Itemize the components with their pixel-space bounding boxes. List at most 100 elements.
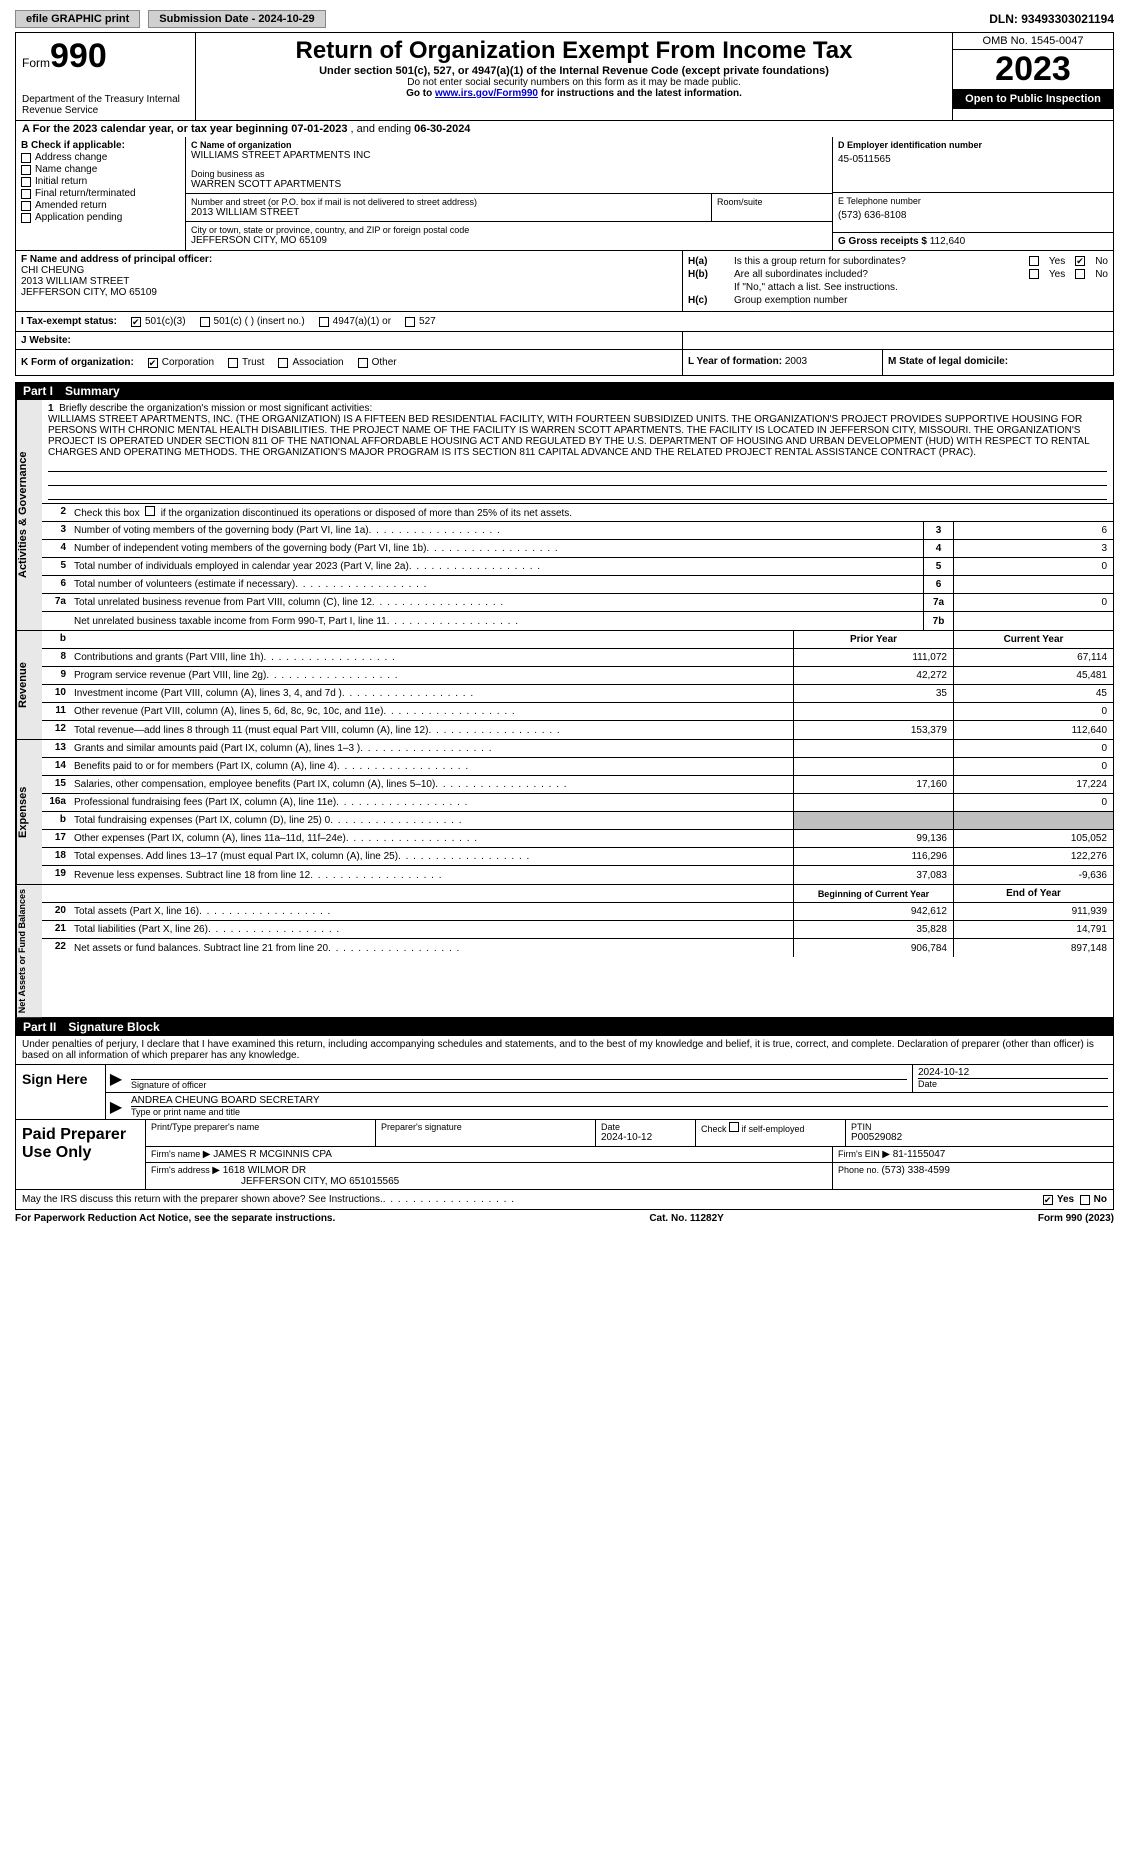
form-header: Form990 Department of the Treasury Inter… bbox=[15, 32, 1114, 121]
line-desc: Grants and similar amounts paid (Part IX… bbox=[72, 740, 793, 757]
cb-other[interactable] bbox=[358, 358, 368, 368]
cb-discontinued[interactable] bbox=[145, 506, 155, 516]
section-bcd: B Check if applicable: Address change Na… bbox=[15, 137, 1114, 251]
hb-yes-cb[interactable] bbox=[1029, 269, 1039, 279]
line-num: 10 bbox=[42, 685, 72, 702]
cb-527[interactable] bbox=[405, 317, 415, 327]
city-state-zip: JEFFERSON CITY, MO 65109 bbox=[191, 235, 827, 246]
current-value: 17,224 bbox=[953, 776, 1113, 793]
sign-here-block: Sign Here ▶ Signature of officer 2024-10… bbox=[15, 1065, 1114, 1120]
sig-date-label: Date bbox=[918, 1078, 1108, 1089]
hb-no-cb[interactable] bbox=[1075, 269, 1085, 279]
firm-addr1: 1618 WILMOR DR bbox=[223, 1165, 306, 1176]
cb-4947[interactable] bbox=[319, 317, 329, 327]
prior-value bbox=[793, 740, 953, 757]
ha-label: H(a) bbox=[688, 256, 728, 267]
cb-name-change[interactable] bbox=[21, 165, 31, 175]
current-value: 112,640 bbox=[953, 721, 1113, 739]
line-desc: Total assets (Part X, line 16) bbox=[72, 903, 793, 920]
sign-here-label: Sign Here bbox=[16, 1065, 106, 1119]
discuss-row: May the IRS discuss this return with the… bbox=[15, 1190, 1114, 1210]
prior-value: 111,072 bbox=[793, 649, 953, 666]
irs-link[interactable]: www.irs.gov/Form990 bbox=[435, 88, 538, 99]
line-desc: Total revenue—add lines 8 through 11 (mu… bbox=[72, 721, 793, 739]
cb-501c[interactable] bbox=[200, 317, 210, 327]
line-num: 9 bbox=[42, 667, 72, 684]
cb-address-change[interactable] bbox=[21, 153, 31, 163]
prior-value bbox=[793, 812, 953, 829]
line-value bbox=[953, 576, 1113, 593]
line-num: 18 bbox=[42, 848, 72, 865]
topbar: efile GRAPHIC print Submission Date - 20… bbox=[15, 10, 1114, 28]
discuss-no-cb[interactable] bbox=[1080, 1195, 1090, 1205]
m-state-label: M State of legal domicile: bbox=[888, 356, 1008, 367]
cb-501c3[interactable] bbox=[131, 317, 141, 327]
cb-self-employed[interactable] bbox=[729, 1122, 739, 1132]
col-h-group: H(a) Is this a group return for subordin… bbox=[683, 251, 1113, 311]
line-desc: Total fundraising expenses (Part IX, col… bbox=[72, 812, 793, 829]
revenue-side-label: Revenue bbox=[16, 631, 42, 739]
officer-name: CHI CHEUNG bbox=[21, 265, 677, 276]
prior-value: 153,379 bbox=[793, 721, 953, 739]
officer-print-name: ANDREA CHEUNG BOARD SECRETARY bbox=[131, 1095, 1108, 1106]
goto-suffix: for instructions and the latest informat… bbox=[538, 88, 742, 99]
current-value: 105,052 bbox=[953, 830, 1113, 847]
line-num: 19 bbox=[42, 866, 72, 884]
ha-no-cb[interactable] bbox=[1075, 256, 1085, 266]
cb-corporation[interactable] bbox=[148, 358, 158, 368]
cb-trust[interactable] bbox=[228, 358, 238, 368]
discuss-yes-cb[interactable] bbox=[1043, 1195, 1053, 1205]
col-d-ein: D Employer identification number 45-0511… bbox=[833, 137, 1113, 250]
ha-yes-cb[interactable] bbox=[1029, 256, 1039, 266]
paid-preparer-block: Paid Preparer Use Only Print/Type prepar… bbox=[15, 1120, 1114, 1190]
officer-label: F Name and address of principal officer: bbox=[21, 254, 677, 265]
current-value: 897,148 bbox=[953, 939, 1113, 957]
cb-amended-return[interactable] bbox=[21, 201, 31, 211]
expenses-side-label: Expenses bbox=[16, 740, 42, 884]
form-title: Return of Organization Exempt From Incom… bbox=[202, 37, 946, 65]
line-desc: Contributions and grants (Part VIII, lin… bbox=[72, 649, 793, 666]
cb-initial-return[interactable] bbox=[21, 177, 31, 187]
tax-year: 2023 bbox=[953, 50, 1113, 89]
l1-num: 1 bbox=[48, 403, 54, 414]
line-desc: Benefits paid to or for members (Part IX… bbox=[72, 758, 793, 775]
firm-name-label: Firm's name bbox=[151, 1149, 203, 1159]
line-desc: Net unrelated business taxable income fr… bbox=[72, 612, 923, 630]
current-value: 122,276 bbox=[953, 848, 1113, 865]
org-name: WILLIAMS STREET APARTMENTS INC bbox=[191, 150, 827, 161]
prep-phone-value: (573) 338-4599 bbox=[882, 1165, 950, 1176]
line-value: 0 bbox=[953, 594, 1113, 611]
j-label: J Website: bbox=[21, 335, 71, 346]
line-desc: Number of voting members of the governin… bbox=[72, 522, 923, 539]
cat-number: Cat. No. 11282Y bbox=[335, 1213, 1038, 1224]
part2-header: Part II Signature Block bbox=[15, 1018, 1114, 1036]
b-header: B Check if applicable: bbox=[21, 140, 180, 151]
receipts-value: 112,640 bbox=[930, 236, 965, 247]
l-year-value: 2003 bbox=[785, 356, 807, 367]
city-label: City or town, state or province, country… bbox=[191, 225, 827, 235]
line-desc: Investment income (Part VIII, column (A)… bbox=[72, 685, 793, 702]
cb-application-pending[interactable] bbox=[21, 213, 31, 223]
arrow-icon: ▶ bbox=[106, 1093, 126, 1119]
ptin-value: P00529082 bbox=[851, 1132, 1108, 1143]
prep-print-label: Print/Type preparer's name bbox=[151, 1122, 370, 1132]
line-desc: Total unrelated business revenue from Pa… bbox=[72, 594, 923, 611]
firm-addr2: JEFFERSON CITY, MO 651015565 bbox=[151, 1176, 827, 1187]
efile-print-button[interactable]: efile GRAPHIC print bbox=[15, 10, 140, 28]
submission-date-label: Submission Date - 2024-10-29 bbox=[148, 10, 325, 28]
expenses-section: Expenses 13 Grants and similar amounts p… bbox=[15, 740, 1114, 885]
hb-text: Are all subordinates included? bbox=[734, 269, 1023, 280]
street-label: Number and street (or P.O. box if mail i… bbox=[191, 197, 706, 207]
k-label: K Form of organization: bbox=[21, 357, 134, 368]
cb-association[interactable] bbox=[278, 358, 288, 368]
line-num bbox=[42, 612, 72, 630]
line-num: 14 bbox=[42, 758, 72, 775]
cb-final-return[interactable] bbox=[21, 189, 31, 199]
line-desc: Salaries, other compensation, employee b… bbox=[72, 776, 793, 793]
current-value: 14,791 bbox=[953, 921, 1113, 938]
ha-text: Is this a group return for subordinates? bbox=[734, 256, 1023, 267]
line-num: b bbox=[42, 812, 72, 829]
prep-sig-label: Preparer's signature bbox=[381, 1122, 590, 1132]
part1-header: Part I Summary bbox=[15, 382, 1114, 400]
line-num: 22 bbox=[42, 939, 72, 957]
